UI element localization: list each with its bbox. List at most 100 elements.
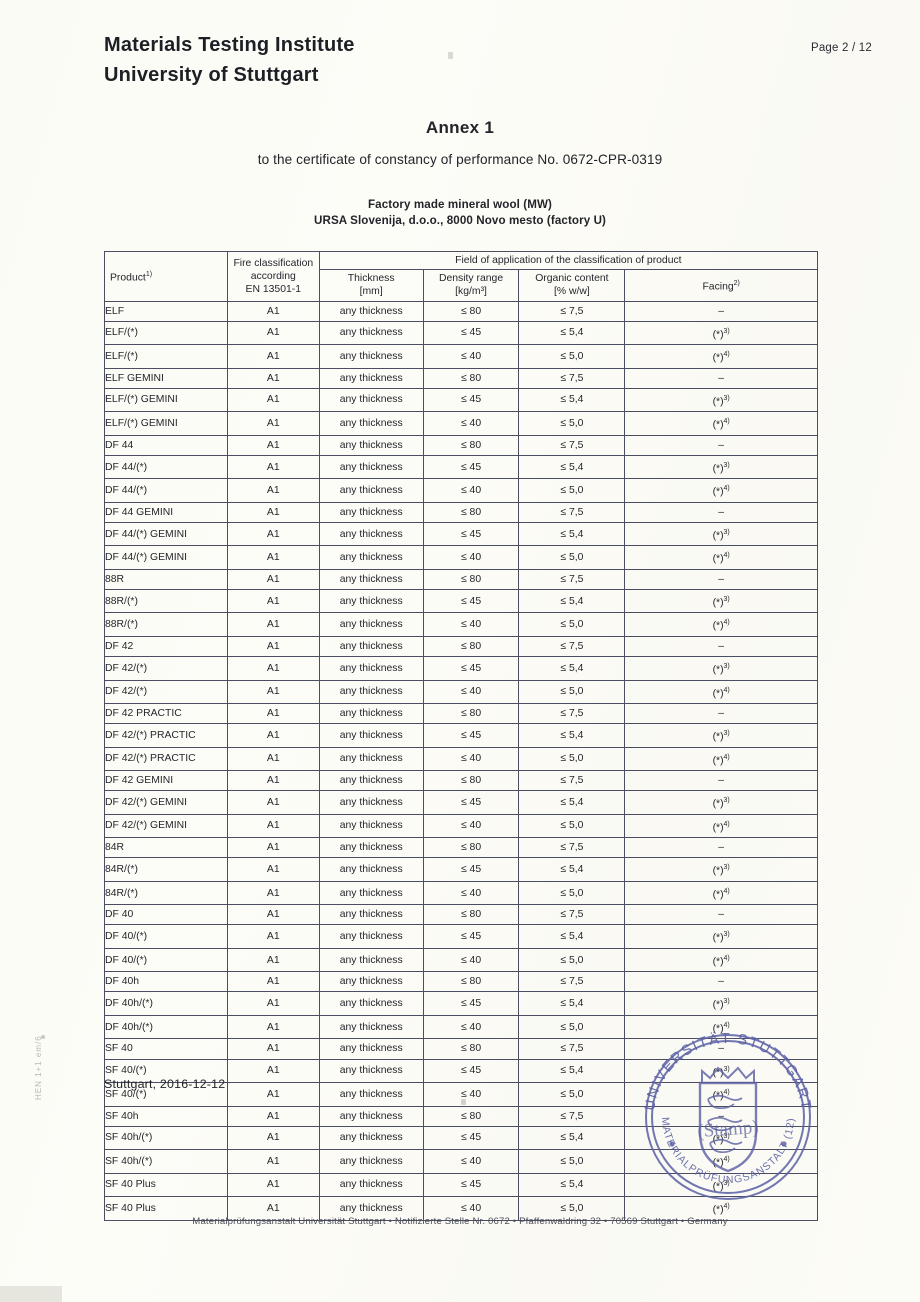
cell-thickness: any thickness xyxy=(318,635,424,658)
cell-organic-content-value: ≤ 5,4 xyxy=(560,796,584,808)
cell-product-value: DF 42/(*) xyxy=(105,662,148,674)
cell-density-range: ≤ 80 xyxy=(422,770,520,792)
cell-fire-classification-value: A1 xyxy=(266,796,280,808)
cell-fire-classification-value: A1 xyxy=(266,552,280,564)
cell-thickness-value: any thickness xyxy=(339,417,403,429)
cell-organic-content-value: ≤ 5,0 xyxy=(560,820,584,832)
cell-density-range: ≤ 45 xyxy=(422,521,520,547)
cell-product-value: DF 44 xyxy=(105,439,134,451)
cell-organic-content: ≤ 5,0 xyxy=(518,880,626,906)
cell-density-range-value: ≤ 40 xyxy=(460,417,482,429)
table-row: DF 44/(*) GEMINI A1 any thickness ≤ 45 ≤ 5,4… xyxy=(104,521,818,547)
cell-facing-footnote-marker: 4) xyxy=(723,351,730,359)
table-row: DF 44 A1 any thickness ≤ 80 ≤ 7,5 – xyxy=(104,434,818,456)
cell-facing: (*)4) xyxy=(624,947,818,973)
cell-density-range-value: ≤ 45 xyxy=(460,662,482,674)
cell-facing-footnote-marker: 4) xyxy=(723,887,730,895)
cell-thickness-value: any thickness xyxy=(339,909,403,921)
cell-product-value: DF 42/(*) xyxy=(105,686,148,698)
cell-density-range: ≤ 40 xyxy=(422,1082,520,1107)
cell-organic-content: ≤ 7,5 xyxy=(518,770,626,792)
cell-fire-classification-value: A1 xyxy=(266,327,280,339)
cell-organic-content-value: ≤ 7,5 xyxy=(560,1110,584,1122)
cell-fire-classification: A1 xyxy=(226,521,320,547)
cell-thickness-value: any thickness xyxy=(339,1179,403,1191)
cell-density-range-value: ≤ 80 xyxy=(460,1043,482,1055)
cell-fire-classification-value: A1 xyxy=(266,1132,280,1144)
cell-product: DF 44/(*) GEMINI xyxy=(104,545,228,570)
cell-density-range-value: ≤ 45 xyxy=(460,528,482,540)
cell-organic-content: ≤ 7,5 xyxy=(518,300,626,322)
cell-density-range: ≤ 40 xyxy=(422,947,520,973)
cell-density-range-value: ≤ 40 xyxy=(460,350,482,362)
cell-facing: (*)3) xyxy=(624,790,818,815)
cell-thickness-value: any thickness xyxy=(339,729,403,741)
cell-product-value: ELF xyxy=(105,305,125,317)
cell-fire-classification-value: A1 xyxy=(266,1065,280,1077)
table-row: ELF/(*) A1 any thickness ≤ 45 ≤ 5,4 (*)3) xyxy=(104,320,818,346)
cell-facing-value: (*) xyxy=(712,999,724,1011)
cell-fire-classification: A1 xyxy=(226,813,320,839)
cell-density-range: ≤ 40 xyxy=(422,478,520,503)
table-row: 88R/(*) A1 any thickness ≤ 40 ≤ 5,0 (*)4) xyxy=(104,612,818,637)
cell-organic-content: ≤ 5,0 xyxy=(518,947,626,973)
cell-thickness-value: any thickness xyxy=(339,439,403,451)
cell-product: 88R xyxy=(104,568,228,590)
th-thickness: Thickness [mm] xyxy=(318,269,424,302)
cell-product: DF 42/(*) GEMINI xyxy=(104,813,228,839)
cell-facing-value: – xyxy=(718,439,725,451)
cell-product: DF 42/(*) GEMINI xyxy=(104,790,228,815)
cell-facing-footnote-marker: 3) xyxy=(723,394,730,402)
cell-fire-classification-value: A1 xyxy=(266,595,280,607)
cell-thickness-value: any thickness xyxy=(339,796,403,808)
cell-organic-content-value: ≤ 5,4 xyxy=(560,931,584,943)
cell-facing-value: (*) xyxy=(712,530,724,542)
cell-density-range: ≤ 45 xyxy=(422,1125,520,1151)
cell-facing: (*)4) xyxy=(624,746,818,772)
cell-thickness: any thickness xyxy=(318,1014,424,1040)
cell-fire-classification: A1 xyxy=(226,770,320,792)
cell-fire-classification: A1 xyxy=(226,320,320,346)
cell-thickness: any thickness xyxy=(318,991,424,1016)
cell-thickness-value: any thickness xyxy=(339,485,403,497)
cell-density-range-value: ≤ 80 xyxy=(460,842,482,854)
cell-density-range-value: ≤ 80 xyxy=(460,909,482,921)
scan-page-edge xyxy=(0,1286,62,1302)
table-row: DF 42 A1 any thickness ≤ 80 ≤ 7,5 – xyxy=(104,635,818,658)
cell-density-range-value: ≤ 40 xyxy=(460,686,482,698)
cell-density-range-value: ≤ 40 xyxy=(460,887,482,899)
cell-thickness-value: any thickness xyxy=(339,1021,403,1033)
margin-print-code: HEN 1+1 em/6 xyxy=(34,1035,43,1100)
cell-density-range: ≤ 40 xyxy=(422,612,520,637)
cell-facing: (*)3) xyxy=(624,857,818,882)
cell-facing-value: (*) xyxy=(712,664,724,676)
center-artifact-dot xyxy=(461,1099,466,1105)
cell-fire-classification: A1 xyxy=(226,434,320,456)
cell-product: DF 40h xyxy=(104,971,228,993)
cell-density-range-value: ≤ 45 xyxy=(460,796,482,808)
cell-product: DF 44/(*) GEMINI xyxy=(104,521,228,547)
org-line-1: Materials Testing Institute xyxy=(104,34,355,56)
cell-density-range: ≤ 45 xyxy=(422,857,520,882)
cell-organic-content: ≤ 5,4 xyxy=(518,588,626,614)
cell-facing: (*)4) xyxy=(624,880,818,906)
cell-organic-content: ≤ 5,4 xyxy=(518,320,626,346)
cell-product-value: DF 44/(*) xyxy=(105,485,148,497)
cell-organic-content-value: ≤ 5,0 xyxy=(560,1202,584,1214)
cell-density-range-value: ≤ 40 xyxy=(460,820,482,832)
cell-product-value: DF 42/(*) PRACTIC xyxy=(105,753,196,765)
cell-facing: (*)4) xyxy=(624,411,818,436)
table-row: DF 42 PRACTIC A1 any thickness ≤ 80 ≤ 7,5 – xyxy=(104,703,818,725)
page-footer: Materialprüfungsanstalt Universität Stut… xyxy=(192,1216,728,1227)
cell-density-range: ≤ 45 xyxy=(422,790,520,815)
cell-facing-value: (*) xyxy=(712,798,724,810)
th-fire-line-2: according xyxy=(250,270,296,282)
table-row: 84R/(*) A1 any thickness ≤ 45 ≤ 5,4 (*)3) xyxy=(104,857,818,882)
cell-fire-classification: A1 xyxy=(226,612,320,637)
cell-fire-classification-value: A1 xyxy=(266,775,280,787)
cell-thickness-value: any thickness xyxy=(339,662,403,674)
cell-organic-content-value: ≤ 7,5 xyxy=(560,1043,584,1055)
cell-product: DF 42/(*) PRACTIC xyxy=(104,723,228,748)
cell-facing: (*)3) xyxy=(624,924,818,949)
cell-thickness: any thickness xyxy=(318,521,424,547)
